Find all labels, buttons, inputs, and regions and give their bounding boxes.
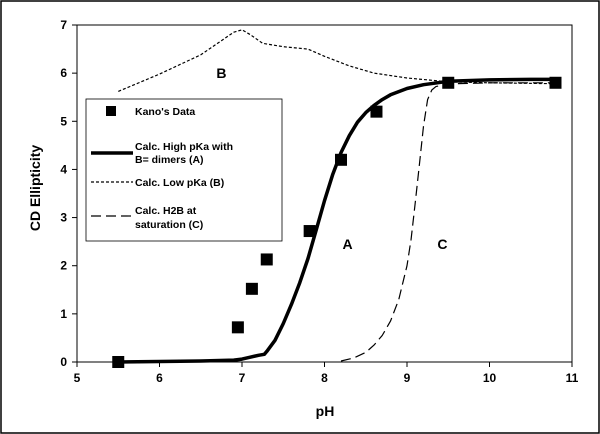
annotation-label: A (343, 236, 353, 252)
series-line-3 (340, 82, 556, 362)
y-tick-label: 4 (60, 162, 67, 176)
x-tick-label: 8 (321, 371, 328, 385)
series-layer (118, 29, 556, 364)
legend-box (85, 98, 283, 242)
y-axis-title: CD Ellipticity (27, 145, 43, 232)
annotation-label: C (437, 236, 447, 252)
series-line-1 (118, 77, 556, 364)
data-point (112, 356, 125, 368)
x-tick-label: 11 (566, 371, 579, 385)
annotation-layer: B A C (216, 65, 447, 252)
x-tick-label: 10 (483, 371, 497, 385)
data-point (442, 76, 455, 89)
x-tick-label: 6 (156, 371, 163, 385)
legend-label-h2b: Calc. H2B at saturation (C) (135, 205, 203, 231)
annotation-label: B (216, 65, 226, 81)
y-tick-label: 1 (60, 307, 67, 321)
x-tick-label: 5 (74, 371, 81, 385)
y-tick-label: 3 (60, 211, 67, 225)
x-tick-label: 9 (404, 371, 411, 385)
legend: Kano's Data Calc. High pKa with B= dimer… (85, 98, 283, 242)
legend-label-low-pka: Calc. Low pKa (B) (135, 177, 224, 189)
data-point (335, 153, 347, 166)
x-axis-title: pH (316, 403, 335, 419)
y-tick-label: 2 (60, 259, 67, 273)
data-point (260, 253, 273, 266)
data-point (549, 76, 562, 89)
legend-label-kano: Kano's Data (135, 106, 195, 118)
y-tick-label: 7 (60, 18, 67, 32)
data-point (303, 225, 316, 238)
y-axis: 0 1 2 3 4 5 6 7 (60, 18, 78, 369)
data-point (370, 105, 383, 118)
legend-label-high-pka: Calc. High pKa with B= dimers (A) (135, 141, 236, 166)
x-tick-label: 7 (239, 371, 246, 385)
marker-layer (112, 76, 562, 368)
legend-marker-square (106, 106, 116, 116)
y-tick-label: 0 (60, 355, 67, 369)
y-tick-label: 5 (60, 114, 67, 128)
data-point (245, 282, 258, 295)
data-point (231, 321, 244, 334)
series-line-2 (118, 29, 556, 92)
y-tick-label: 6 (60, 66, 67, 80)
